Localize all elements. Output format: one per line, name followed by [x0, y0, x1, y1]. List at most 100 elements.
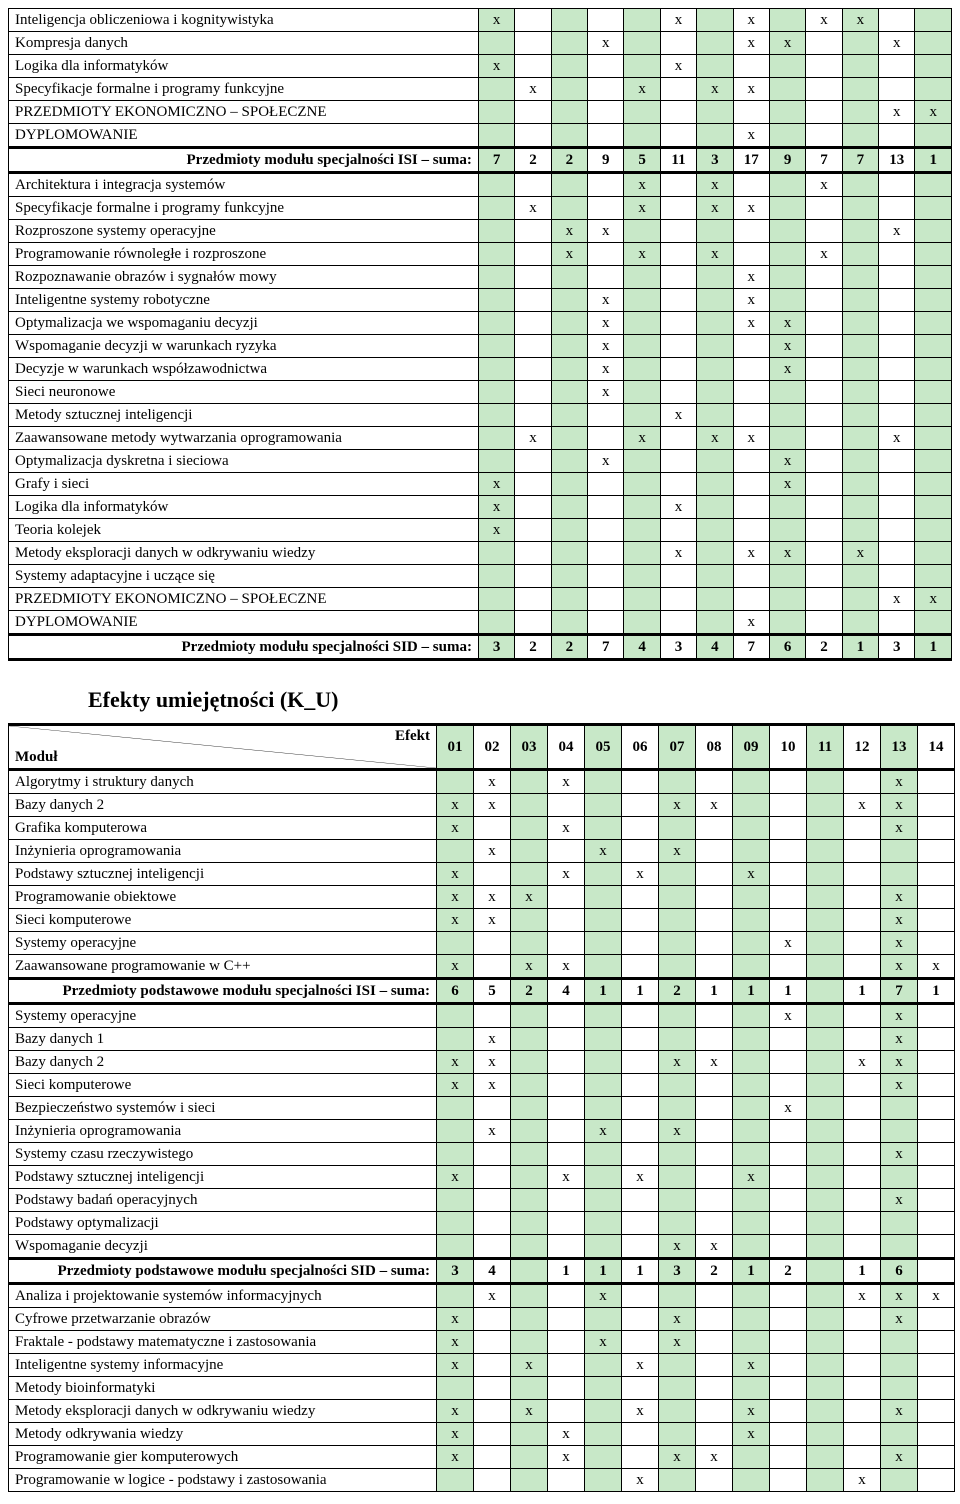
cell: x [733, 611, 769, 635]
cell [515, 588, 551, 611]
col-header: 13 [881, 725, 918, 770]
cell [551, 9, 587, 32]
cell [660, 101, 696, 124]
cell [622, 1284, 659, 1308]
cell [588, 565, 624, 588]
cell [918, 1400, 955, 1423]
cell [511, 1331, 548, 1354]
cell [548, 1354, 585, 1377]
row-label: Przedmioty podstawowe modułu specjalnośc… [9, 1259, 437, 1284]
cell [585, 817, 622, 840]
cell [624, 101, 660, 124]
cell [660, 381, 696, 404]
table-row: Metody eksploracji danych w odkrywaniu w… [9, 1400, 955, 1423]
cell [585, 770, 622, 794]
cell: x [881, 1028, 918, 1051]
row-label: Bazy danych 2 [9, 1051, 437, 1074]
cell [478, 427, 514, 450]
cell: 3 [659, 1259, 696, 1284]
cell [733, 55, 769, 78]
cell [844, 909, 881, 932]
cell: x [881, 886, 918, 909]
cell [511, 909, 548, 932]
row-label: Zaawansowane metody wytwarzania oprogram… [9, 427, 479, 450]
matrix-table-2: Efekt Moduł 0102030405060708091011121314… [8, 723, 955, 1492]
cell [696, 1074, 733, 1097]
cell: x [474, 1028, 511, 1051]
cell [624, 32, 660, 55]
cell: x [769, 473, 805, 496]
cell [842, 450, 878, 473]
cell [842, 335, 878, 358]
cell: x [881, 1400, 918, 1423]
table-row: Wspomaganie decyzjixx [9, 1235, 955, 1259]
cell: 17 [733, 148, 769, 173]
cell: x [659, 1120, 696, 1143]
cell [733, 886, 770, 909]
cell [733, 1004, 770, 1028]
cell [807, 1097, 844, 1120]
cell [769, 565, 805, 588]
cell [474, 863, 511, 886]
cell [881, 1377, 918, 1400]
table-row: Analiza i projektowanie systemów informa… [9, 1284, 955, 1308]
cell [697, 611, 733, 635]
cell [660, 266, 696, 289]
cell [551, 565, 587, 588]
cell [881, 1423, 918, 1446]
cell [807, 1331, 844, 1354]
row-label: Cyfrowe przetwarzanie obrazów [9, 1308, 437, 1331]
cell [697, 450, 733, 473]
cell: x [733, 1400, 770, 1423]
cell [548, 1235, 585, 1259]
cell [551, 542, 587, 565]
cell [588, 55, 624, 78]
cell [842, 55, 878, 78]
cell: 1 [844, 979, 881, 1004]
cell [844, 1446, 881, 1469]
cell [624, 220, 660, 243]
table-row: Grafy i siecixx [9, 473, 952, 496]
cell: x [624, 243, 660, 266]
cell: x [551, 243, 587, 266]
cell [624, 381, 660, 404]
cell: x [881, 955, 918, 979]
cell [770, 1284, 807, 1308]
cell [622, 840, 659, 863]
cell [807, 1259, 844, 1284]
table-row: Inżynieria oprogramowaniaxxx [9, 1120, 955, 1143]
cell [478, 335, 514, 358]
cell [622, 1097, 659, 1120]
cell [844, 1308, 881, 1331]
cell: x [588, 358, 624, 381]
table-row: Logika dla informatykówxx [9, 496, 952, 519]
cell [624, 289, 660, 312]
cell [807, 1354, 844, 1377]
table-row: PRZEDMIOTY EKONOMICZNO – SPOŁECZNExx [9, 588, 952, 611]
cell [697, 266, 733, 289]
cell: x [842, 542, 878, 565]
cell: x [918, 955, 955, 979]
cell [478, 404, 514, 427]
row-label: Metody bioinformatyki [9, 1377, 437, 1400]
cell [585, 955, 622, 979]
cell [474, 1212, 511, 1235]
cell [660, 358, 696, 381]
row-label: Programowanie równoległe i rozproszone [9, 243, 479, 266]
cell [918, 794, 955, 817]
cell: x [660, 55, 696, 78]
cell [659, 1377, 696, 1400]
cell [733, 243, 769, 266]
cell [770, 770, 807, 794]
cell: x [437, 955, 474, 979]
cell [807, 1004, 844, 1028]
cell: 3 [437, 1259, 474, 1284]
cell: 11 [660, 148, 696, 173]
cell [659, 1074, 696, 1097]
cell [918, 1308, 955, 1331]
cell: 2 [551, 635, 587, 660]
cell [769, 243, 805, 266]
table-row: Architektura i integracja systemówxxx [9, 173, 952, 197]
cell [696, 932, 733, 955]
cell [806, 404, 842, 427]
